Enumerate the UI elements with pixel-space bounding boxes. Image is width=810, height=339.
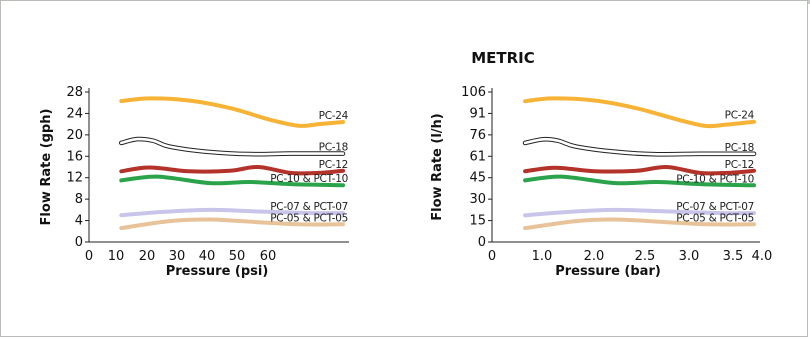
left-series-pc-05-label: PC-05 & PCT-05 bbox=[270, 212, 348, 224]
right-y-tick-label: 15 bbox=[469, 214, 486, 229]
left-y-tick-label: 20 bbox=[66, 128, 83, 143]
left-x-tick-label: 40 bbox=[199, 249, 216, 264]
left-series-pc-18-line bbox=[120, 137, 345, 156]
right-series-pc-24-label: PC-24 bbox=[725, 110, 755, 122]
left-x-tick-label: 50 bbox=[229, 249, 246, 264]
left-x-tick-label: 20 bbox=[139, 249, 156, 264]
right-y-tick-label: 106 bbox=[461, 85, 486, 100]
left-x-tick-label: 30 bbox=[169, 249, 186, 264]
left-x-axis-label: Pressure (psi) bbox=[166, 264, 269, 279]
right-series-pc-24-line bbox=[523, 96, 756, 129]
left-series-pc-05-line bbox=[119, 217, 345, 231]
right-y-tick-label: 76 bbox=[469, 128, 486, 143]
right-y-tick-label: 0 bbox=[478, 235, 486, 250]
right-x-tick-label: 2.5 bbox=[635, 249, 656, 264]
right-series-pc-12-label: PC-12 bbox=[725, 159, 754, 171]
left-x-tick-label: 10 bbox=[108, 249, 125, 264]
left-series-pc-10-label: PC-10 & PCT-10 bbox=[270, 173, 348, 185]
left-series-pc-10-line bbox=[119, 174, 345, 188]
left-series-pc-12-label: PC-12 bbox=[319, 159, 348, 171]
left-series-pc-12-line bbox=[119, 164, 345, 176]
left-y-axis-label: Flow Rate (gph) bbox=[39, 109, 54, 226]
right-x-tick-label: 0 bbox=[488, 249, 496, 264]
right-x-tick-label: 3.5 bbox=[723, 249, 744, 264]
right-x-tick-label: 1.0 bbox=[532, 249, 553, 264]
left-y-tick-label: 0 bbox=[75, 235, 83, 250]
left-y-tick-label: 8 bbox=[75, 192, 83, 207]
right-series-pc-18-line bbox=[523, 137, 756, 156]
right-y-tick-label: 61 bbox=[469, 149, 486, 164]
left-y-tick-label: 16 bbox=[66, 149, 83, 164]
right-series-pc-18-label: PC-18 bbox=[725, 142, 754, 154]
left-y-tick-label: 4 bbox=[75, 214, 83, 229]
left-series-pc-07-line bbox=[119, 207, 345, 218]
right-series-pc-07-label: PC-07 & PCT-07 bbox=[676, 201, 754, 213]
right-x-tick-label: 3.0 bbox=[679, 249, 700, 264]
left-x-tick-label: 0 bbox=[85, 249, 93, 264]
left-x-tick-label: 60 bbox=[260, 249, 277, 264]
right-x-axis-label: Pressure (bar) bbox=[555, 264, 661, 279]
right-series-pc-10-label: PC-10 & PCT-10 bbox=[676, 173, 754, 185]
left-series-pc-18-label: PC-18 bbox=[319, 142, 348, 154]
left-y-tick-label: 28 bbox=[66, 85, 83, 100]
right-x-tick-label: 2.0 bbox=[584, 249, 605, 264]
right-y-tick-label: 91 bbox=[469, 106, 486, 121]
left-y-tick-label: 24 bbox=[66, 106, 83, 121]
left-y-tick-label: 12 bbox=[66, 171, 83, 186]
right-y-axis-label: Flow Rate (l/h) bbox=[430, 113, 445, 221]
right-x-tick-label: 4.0 bbox=[752, 249, 773, 264]
right-y-tick-label: 30 bbox=[469, 192, 486, 207]
right-series-pc-05-line bbox=[523, 217, 756, 231]
right-series-pc-07-line bbox=[523, 207, 756, 218]
right-y-tick-label: 45 bbox=[469, 171, 486, 186]
right-series-pc-05-label: PC-05 & PCT-05 bbox=[676, 212, 754, 224]
left-series-pc-24-label: PC-24 bbox=[319, 110, 349, 122]
left-series-pc-24-line bbox=[119, 96, 345, 128]
right-series-pc-12-line bbox=[523, 164, 756, 176]
metric-title: METRIC bbox=[471, 49, 535, 67]
right-series-pc-10-line bbox=[523, 174, 756, 188]
left-series-pc-07-label: PC-07 & PCT-07 bbox=[270, 201, 348, 213]
